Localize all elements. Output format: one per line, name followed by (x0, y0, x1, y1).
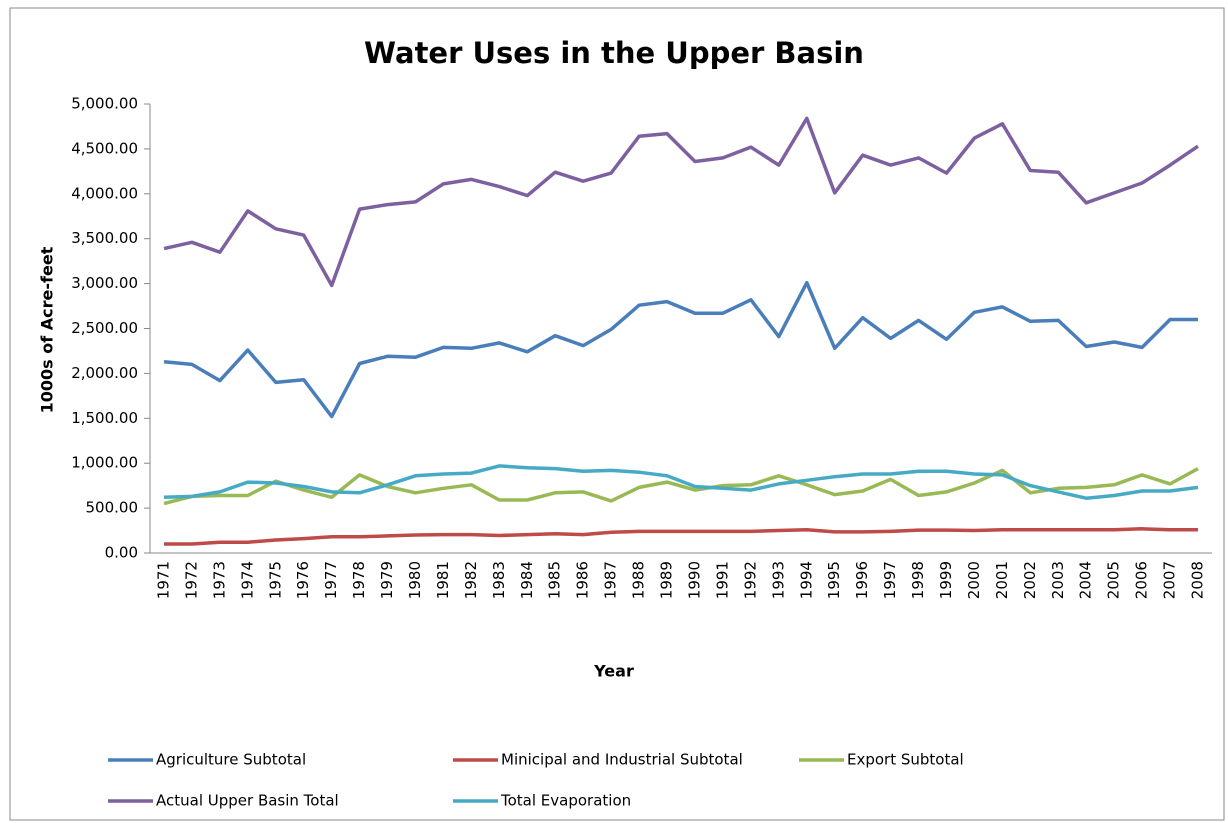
x-tick-label: 1995 (825, 561, 843, 599)
x-tick-label: 2008 (1189, 561, 1207, 599)
x-axis-label: Year (593, 662, 634, 681)
y-tick-label: 4,500.00 (71, 139, 138, 157)
x-tick-label: 1979 (378, 561, 396, 599)
legend-label: Actual Upper Basin Total (156, 792, 339, 810)
y-axis-label: 1000s of Acre-feet (38, 246, 57, 413)
series-line (163, 116, 1199, 288)
x-tick-label: 1972 (182, 561, 200, 599)
x-tick-label: 1984 (518, 561, 536, 599)
y-tick-label: 3,000.00 (71, 274, 138, 292)
x-tick-label: 1983 (490, 561, 508, 599)
series-line (163, 464, 1199, 500)
x-tick-label: 2007 (1161, 561, 1179, 599)
y-tick-label: 3,500.00 (71, 229, 138, 247)
x-tick-label: 1971 (154, 561, 172, 599)
x-tick-label: 1990 (685, 561, 703, 599)
legend-label: Minicipal and Industrial Subtotal (501, 751, 743, 769)
x-tick-label: 1974 (238, 561, 256, 599)
x-tick-label: 2000 (965, 561, 983, 599)
legend-label: Export Subtotal (847, 751, 964, 769)
series-line (163, 280, 1198, 419)
y-tick-label: 500.00 (86, 499, 139, 517)
x-tick-label: 1989 (658, 561, 676, 599)
x-tick-label: 1991 (713, 561, 731, 599)
x-tick-label: 1998 (909, 561, 927, 599)
legend-label: Total Evaporation (500, 792, 631, 810)
y-tick-label: 1,000.00 (71, 454, 138, 472)
x-tick-label: 2004 (1077, 561, 1095, 599)
x-tick-label: 1973 (210, 561, 228, 599)
legend-label: Agriculture Subtotal (156, 751, 306, 769)
x-tick-label: 1981 (434, 561, 452, 599)
x-tick-label: 1975 (266, 561, 284, 599)
x-tick-label: 1980 (406, 561, 424, 599)
x-tick-label: 1976 (294, 561, 312, 599)
x-tick-label: 2002 (1021, 561, 1039, 599)
y-tick-label: 2,500.00 (71, 319, 138, 337)
x-tick-label: 1994 (797, 561, 815, 599)
x-tick-label: 1986 (574, 561, 592, 599)
x-tick-label: 1997 (881, 561, 899, 599)
chart-title: Water Uses in the Upper Basin (364, 36, 864, 70)
y-tick-label: 5,000.00 (71, 95, 138, 113)
x-tick-label: 1978 (350, 561, 368, 599)
series-line (164, 527, 1198, 546)
x-tick-label: 1988 (630, 561, 648, 599)
x-tick-label: 1996 (853, 561, 871, 599)
y-tick-label: 4,000.00 (71, 184, 138, 202)
chart-frame (9, 7, 1225, 821)
x-tick-label: 1993 (769, 561, 787, 599)
x-tick-label: 1977 (322, 561, 340, 599)
x-tick-label: 1985 (546, 561, 564, 599)
x-tick-label: 2003 (1049, 561, 1067, 599)
y-tick-label: 1,500.00 (71, 409, 138, 427)
x-tick-label: 1982 (462, 561, 480, 599)
x-tick-label: 2005 (1105, 561, 1123, 599)
y-tick-label: 2,000.00 (71, 364, 138, 382)
x-tick-label: 1992 (741, 561, 759, 599)
x-tick-label: 2006 (1133, 561, 1151, 599)
x-tick-label: 1987 (602, 561, 620, 599)
x-tick-label: 2001 (993, 561, 1011, 599)
y-tick-label: 0.00 (105, 544, 138, 562)
x-tick-label: 1999 (937, 561, 955, 599)
